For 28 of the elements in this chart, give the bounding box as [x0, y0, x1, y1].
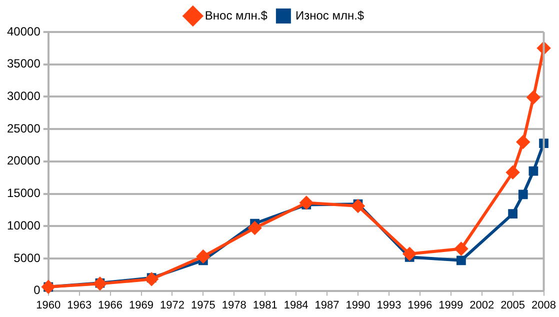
- x-tick-label: 2005: [500, 299, 526, 312]
- y-tick-label: 10000: [6, 218, 41, 232]
- x-tick-label: 1978: [222, 299, 246, 312]
- y-tick-label: 20000: [6, 154, 41, 168]
- x-tick-label: 2008: [532, 299, 556, 312]
- x-tick-label: 1963: [67, 299, 92, 312]
- y-tick-label: 30000: [6, 89, 41, 104]
- x-tick-label: 1969: [129, 299, 154, 312]
- y-tick-label: 25000: [6, 121, 41, 136]
- x-tick-label: 1990: [346, 299, 370, 312]
- x-tick-label: 1981: [252, 299, 278, 312]
- x-tick-label: 1999: [438, 299, 464, 312]
- y-tick-label: 5000: [14, 250, 41, 265]
- x-tick-label: 2002: [470, 299, 494, 312]
- x-tick-label: 1987: [314, 299, 340, 312]
- x-tick-label: 1960: [36, 299, 61, 312]
- x-tick-label: 1993: [376, 299, 402, 312]
- x-tick-label: 1972: [160, 299, 184, 312]
- legend-label: Внос млн.$: [204, 8, 268, 22]
- x-tick-label: 1984: [284, 299, 308, 312]
- x-tick-label: 1996: [408, 299, 432, 312]
- y-tick-label: 0: [34, 283, 41, 298]
- y-tick-label: 15000: [6, 186, 41, 200]
- x-tick-label: 1975: [190, 299, 216, 312]
- y-tick-label: 40000: [6, 24, 41, 38]
- x-tick-label: 1966: [98, 299, 123, 312]
- legend-label: Износ млн.$: [295, 8, 364, 22]
- y-tick-label: 35000: [6, 56, 41, 71]
